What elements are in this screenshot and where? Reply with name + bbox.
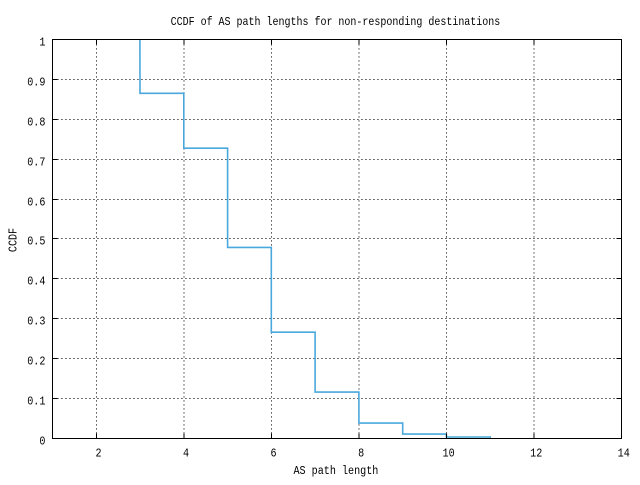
svg-text:10: 10 bbox=[443, 448, 455, 461]
svg-text:6: 6 bbox=[270, 448, 276, 461]
svg-text:0.9: 0.9 bbox=[27, 77, 45, 90]
svg-text:CCDF of AS path lengths for no: CCDF of AS path lengths for non-respondi… bbox=[171, 16, 501, 29]
svg-text:0.8: 0.8 bbox=[27, 117, 45, 130]
svg-text:4: 4 bbox=[183, 448, 189, 461]
svg-text:0.2: 0.2 bbox=[27, 356, 45, 369]
svg-text:AS path length: AS path length bbox=[293, 465, 378, 478]
svg-text:0.3: 0.3 bbox=[27, 316, 45, 329]
svg-text:0.5: 0.5 bbox=[27, 236, 45, 249]
svg-text:1: 1 bbox=[39, 37, 45, 50]
svg-text:0: 0 bbox=[39, 436, 45, 449]
svg-text:0.1: 0.1 bbox=[27, 396, 45, 409]
svg-text:0.4: 0.4 bbox=[27, 276, 45, 289]
svg-text:0.7: 0.7 bbox=[27, 157, 45, 170]
svg-text:2: 2 bbox=[95, 448, 101, 461]
svg-text:14: 14 bbox=[618, 448, 630, 461]
svg-text:8: 8 bbox=[358, 448, 364, 461]
svg-text:CCDF: CCDF bbox=[8, 228, 21, 252]
svg-text:12: 12 bbox=[530, 448, 542, 461]
svg-text:0.6: 0.6 bbox=[27, 197, 45, 210]
